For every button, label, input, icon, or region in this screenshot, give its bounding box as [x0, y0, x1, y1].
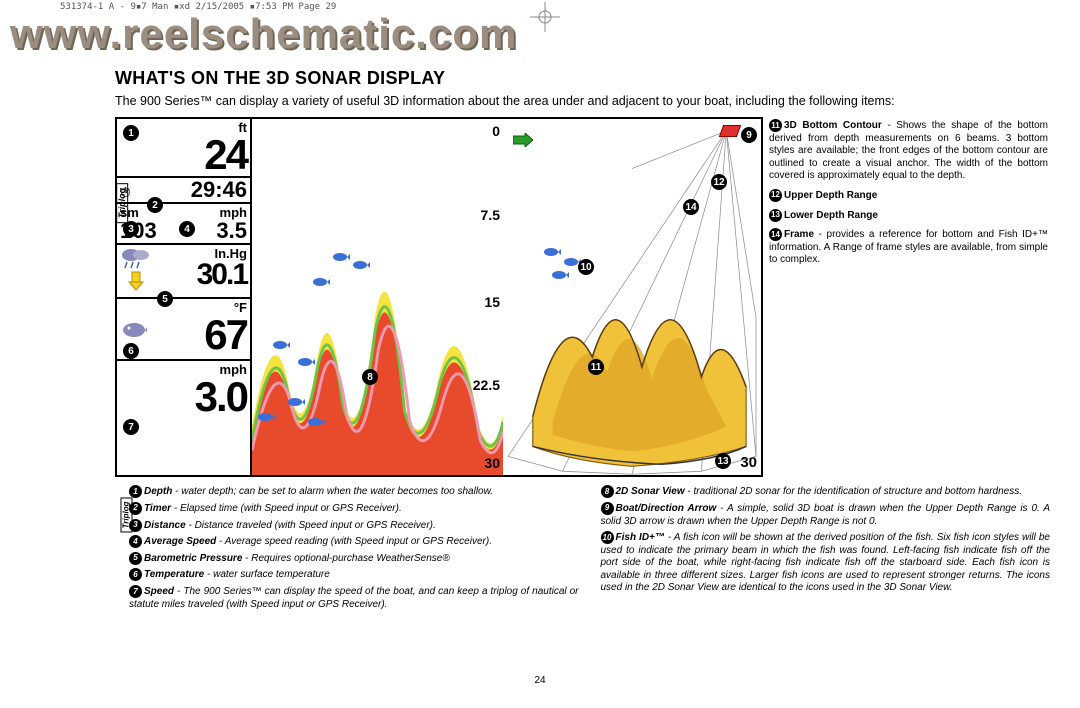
figure-row: Triplog ft24 ⏱29:46 smmph1033.5 In.Hg 30… — [115, 117, 1050, 477]
legend-item-8: 82D Sonar View - traditional 2D sonar fo… — [601, 485, 1051, 499]
pressure-arrow-icon — [127, 271, 145, 291]
timer-value: 29:46 — [191, 179, 247, 201]
depth-mark-0: 0 — [492, 123, 500, 139]
legend-item-7: 7Speed - The 900 Series™ can display the… — [129, 585, 579, 611]
legend-item-9: 9Boat/Direction Arrow - A simple, solid … — [601, 502, 1051, 528]
fish-icon — [312, 274, 330, 284]
legend-item-6: 6Temperature - water surface temperature — [129, 568, 579, 582]
fish-icon — [287, 394, 305, 404]
watermark-url: www.reelschematic.com — [0, 10, 1080, 58]
readouts-column: Triplog ft24 ⏱29:46 smmph1033.5 In.Hg 30… — [117, 119, 252, 475]
legend-item-3: 3Distance - Distance traveled (with Spee… — [129, 519, 579, 533]
fish-icon — [352, 257, 370, 267]
depth-value: 24 — [120, 135, 247, 175]
fish-icon — [332, 249, 350, 259]
page-title: WHAT'S ON THE 3D SONAR DISPLAY — [115, 68, 1050, 89]
side-item-12: 12Upper Depth Range — [769, 189, 1048, 203]
intro-text: The 900 Series™ can display a variety of… — [115, 93, 1050, 109]
sonar-3d-panel: 9 10 11 12 13 14 0 30 — [503, 117, 763, 477]
fish-icon — [297, 354, 315, 364]
fish-icon — [272, 337, 290, 347]
direction-arrow-icon — [513, 133, 533, 147]
side-descriptions: 113D Bottom Contour - Shows the shape of… — [763, 117, 1048, 477]
weather-icon — [121, 247, 151, 269]
beam-frame — [503, 119, 761, 476]
triplog-label-2: Triplog — [120, 498, 132, 533]
legend-item-10: 10Fish ID+™ - A fish icon will be shown … — [601, 531, 1051, 595]
legend-item-1: 1Depth - water depth; can be set to alar… — [129, 485, 579, 499]
sonar-2d-panel: Triplog ft24 ⏱29:46 smmph1033.5 In.Hg 30… — [115, 117, 505, 477]
legend-item-2: 2Timer - Elapsed time (with Speed input … — [129, 502, 579, 516]
fish-icon — [257, 409, 275, 419]
fish-icon — [307, 414, 325, 424]
sonar-2d-area: 8 0 7.5 15 22.5 30 — [252, 119, 503, 475]
avgspeed-value: 3.5 — [216, 220, 247, 242]
depth-mark-15: 15 — [484, 294, 500, 310]
depth-mark-22: 22.5 — [473, 377, 500, 393]
legend-item-5: 5Barometric Pressure - Requires optional… — [129, 552, 579, 566]
page-number: 24 — [534, 675, 545, 686]
page-content: WHAT'S ON THE 3D SONAR DISPLAY The 900 S… — [115, 68, 1050, 614]
side-item-13: 13Lower Depth Range — [769, 209, 1048, 223]
temp-fish-icon — [121, 317, 147, 343]
sonar-waveform — [252, 119, 503, 475]
depth-mark-7: 7.5 — [481, 207, 500, 223]
legend-right: 82D Sonar View - traditional 2D sonar fo… — [601, 485, 1051, 614]
badge-7: 7 — [123, 419, 139, 435]
speed-value: 3.0 — [120, 377, 247, 417]
legend-left: Triplog 1Depth - water depth; can be set… — [115, 485, 579, 614]
legend-row: Triplog 1Depth - water depth; can be set… — [115, 485, 1050, 614]
depth-mark-30: 30 — [484, 455, 500, 471]
side-item-14: 14Frame - provides a reference for botto… — [769, 228, 1048, 267]
side-item-11: 113D Bottom Contour - Shows the shape of… — [769, 119, 1048, 183]
legend-item-4: 4Average Speed - Average speed reading (… — [129, 535, 579, 549]
